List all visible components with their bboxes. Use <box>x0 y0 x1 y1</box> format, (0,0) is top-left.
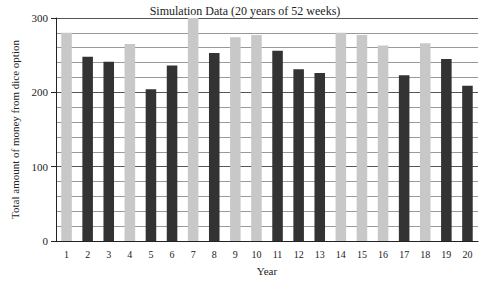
svg-text:2: 2 <box>85 249 90 260</box>
svg-text:15: 15 <box>357 249 367 260</box>
svg-text:6: 6 <box>170 249 175 260</box>
svg-text:200: 200 <box>32 86 49 98</box>
svg-text:Simulation Data (20 years of 5: Simulation Data (20 years of 52 weeks) <box>150 4 341 18</box>
svg-text:18: 18 <box>420 249 430 260</box>
svg-text:14: 14 <box>336 249 346 260</box>
svg-text:13: 13 <box>315 249 325 260</box>
svg-text:9: 9 <box>233 249 238 260</box>
svg-text:11: 11 <box>273 249 283 260</box>
svg-text:0: 0 <box>43 235 49 247</box>
svg-text:Year: Year <box>257 265 278 277</box>
svg-text:Total amount of money from dic: Total amount of money from dice option <box>9 40 21 219</box>
svg-text:8: 8 <box>212 249 217 260</box>
svg-text:19: 19 <box>441 249 451 260</box>
svg-text:10: 10 <box>251 249 261 260</box>
svg-text:7: 7 <box>191 249 196 260</box>
svg-text:16: 16 <box>378 249 388 260</box>
svg-text:300: 300 <box>32 12 49 24</box>
svg-text:5: 5 <box>148 249 153 260</box>
svg-text:20: 20 <box>462 249 472 260</box>
svg-text:3: 3 <box>106 249 111 260</box>
svg-text:1: 1 <box>64 249 69 260</box>
svg-text:12: 12 <box>294 249 304 260</box>
svg-text:100: 100 <box>32 161 49 173</box>
svg-text:4: 4 <box>127 249 132 260</box>
svg-text:17: 17 <box>399 249 409 260</box>
